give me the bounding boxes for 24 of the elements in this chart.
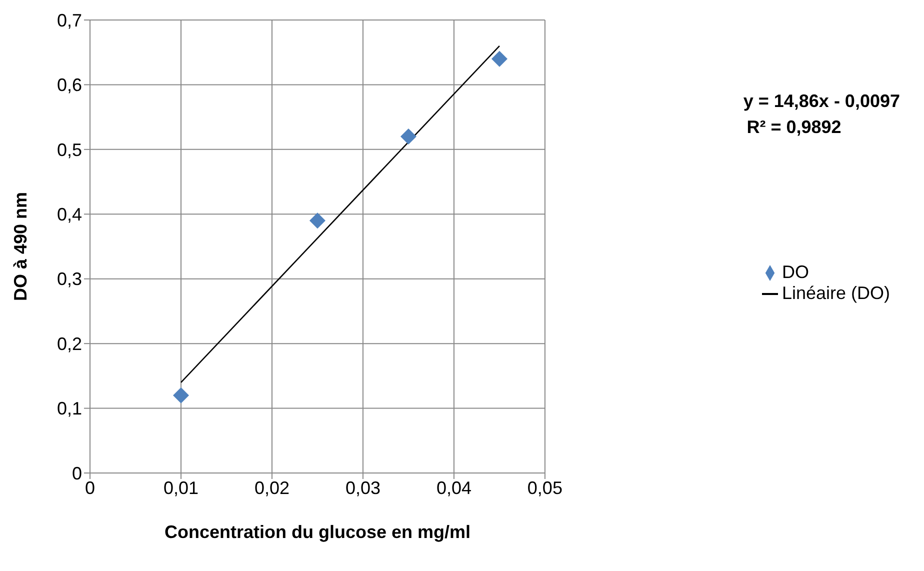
legend-label: Linéaire (DO) xyxy=(782,283,890,303)
x-tick-label: 0,03 xyxy=(345,478,380,498)
point xyxy=(172,387,189,404)
point xyxy=(309,212,326,229)
text: y = 14,86x - 0,0097 xyxy=(742,90,900,113)
x-tick-label: 0 xyxy=(84,478,96,498)
y-tick-label: 0,5 xyxy=(56,140,82,160)
x-tick-label: 0,02 xyxy=(254,478,290,498)
y-tick-label: 0,3 xyxy=(56,269,82,290)
y-tick-label: 0,6 xyxy=(56,75,82,96)
legend-label: DO xyxy=(782,262,809,282)
x-tick-label: 0,05 xyxy=(527,478,562,498)
y-tick-label: 0,7 xyxy=(56,10,82,30)
y-tick-label: 0,2 xyxy=(56,334,82,354)
y-tick-label: 0,1 xyxy=(56,398,82,419)
point xyxy=(491,50,508,67)
y-tick-label: 0 xyxy=(72,463,82,484)
y-axis-title: DO à 490 nm xyxy=(10,192,30,302)
point xyxy=(400,128,416,144)
x-tick-label: 0,04 xyxy=(436,478,472,498)
y-tick-label: 0,4 xyxy=(56,204,82,225)
x-axis-title: Concentration du glucose en mg/ml xyxy=(164,522,470,542)
x-tick-label: 0,01 xyxy=(163,478,199,498)
text: R² = 0,9892 xyxy=(746,116,842,139)
